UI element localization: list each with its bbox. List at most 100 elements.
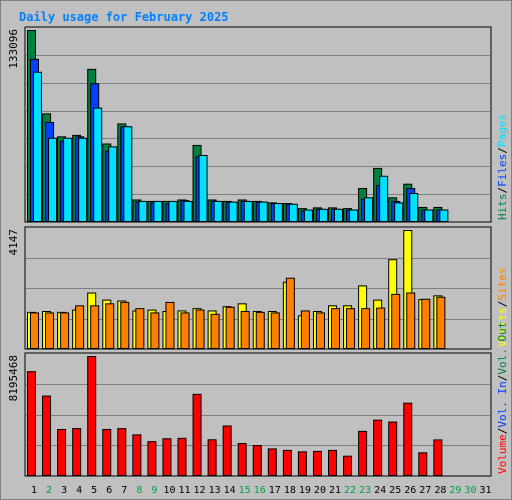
bar-pages-day-14 bbox=[228, 201, 238, 223]
x-tick-label-day-28: 28 bbox=[434, 485, 446, 496]
legend-item-vol-in: Vol. In bbox=[496, 381, 509, 427]
bar-volume-day-16 bbox=[252, 445, 262, 477]
bar-volume-day-15 bbox=[237, 443, 247, 476]
y-max-label-1: 133096 bbox=[7, 29, 20, 69]
bar-sites-day-22 bbox=[346, 308, 356, 349]
x-tick-label-day-18: 18 bbox=[284, 485, 296, 496]
bar-sites-day-6 bbox=[105, 303, 115, 350]
bar-sites-day-28 bbox=[436, 296, 446, 350]
bar-volume-day-24 bbox=[373, 419, 383, 476]
bar-volume-day-6 bbox=[102, 428, 112, 477]
bar-volume-day-17 bbox=[267, 448, 277, 477]
chart-title: Daily usage for February 2025 bbox=[19, 10, 229, 24]
legend-separator: / bbox=[496, 147, 509, 154]
bar-pages-day-11 bbox=[183, 200, 193, 223]
bar-pages-day-4 bbox=[78, 137, 88, 222]
bar-volume-day-13 bbox=[207, 439, 217, 477]
bar-sites-day-14 bbox=[225, 306, 235, 350]
legend-item-files: Files bbox=[496, 154, 509, 187]
legend-item-volume: Volume bbox=[496, 434, 509, 474]
bar-pages-day-28 bbox=[439, 209, 449, 222]
x-tick-label-day-31: 31 bbox=[479, 485, 491, 496]
bar-sites-day-25 bbox=[391, 293, 401, 350]
legend-item-sites: Sites bbox=[496, 268, 509, 301]
bar-sites-day-10 bbox=[165, 301, 175, 349]
bar-sites-day-19 bbox=[300, 310, 310, 349]
bar-volume-day-5 bbox=[87, 356, 97, 476]
x-tick-label-day-1: 1 bbox=[31, 485, 37, 496]
legend-separator: / bbox=[496, 187, 509, 194]
bar-pages-day-26 bbox=[409, 193, 419, 222]
bar-volume-day-22 bbox=[343, 455, 353, 477]
bar-pages-day-1 bbox=[33, 71, 42, 222]
x-tick-label-day-21: 21 bbox=[329, 485, 341, 496]
bar-pages-day-23 bbox=[364, 197, 374, 223]
bar-volume-day-21 bbox=[328, 449, 337, 476]
bar-volume-day-10 bbox=[162, 438, 172, 477]
bar-sites-day-15 bbox=[240, 311, 250, 349]
x-tick-label-day-29: 29 bbox=[449, 485, 461, 496]
bar-pages-day-15 bbox=[243, 200, 253, 223]
legend-2: Visits/Sites bbox=[496, 268, 509, 348]
legend-item-vol-out: Vol. Out bbox=[496, 322, 509, 375]
legend-1: Hits/Files/Pages bbox=[496, 114, 509, 220]
bar-pages-day-25 bbox=[394, 202, 404, 223]
y-max-label-3: 8195468 bbox=[7, 355, 20, 401]
x-tick-label-day-10: 10 bbox=[163, 485, 175, 496]
x-tick-label-day-23: 23 bbox=[359, 485, 371, 496]
bar-volume-day-2 bbox=[42, 395, 52, 477]
bar-sites-day-9 bbox=[150, 312, 160, 350]
bar-pages-day-6 bbox=[108, 146, 118, 222]
bar-sites-day-5 bbox=[90, 305, 100, 349]
x-tick-label-day-8: 8 bbox=[136, 485, 142, 496]
bar-volume-day-26 bbox=[403, 402, 413, 476]
x-tick-label-day-16: 16 bbox=[254, 485, 266, 496]
bar-sites-day-3 bbox=[60, 312, 70, 350]
bar-pages-day-9 bbox=[153, 200, 163, 223]
bar-pages-day-10 bbox=[168, 200, 178, 223]
x-tick-label-day-12: 12 bbox=[194, 485, 206, 496]
bar-sites-day-24 bbox=[376, 307, 386, 349]
bar-pages-day-20 bbox=[318, 208, 328, 222]
legend-item-hits: Hits bbox=[496, 194, 509, 221]
bar-volume-day-20 bbox=[312, 450, 322, 476]
bar-volume-day-27 bbox=[418, 452, 428, 476]
bar-volume-day-23 bbox=[358, 430, 368, 476]
bar-sites-day-26 bbox=[406, 292, 416, 349]
bar-sites-day-1 bbox=[30, 312, 39, 350]
bar-pages-day-18 bbox=[288, 203, 298, 222]
bar-pages-day-8 bbox=[138, 200, 148, 223]
x-tick-label-day-13: 13 bbox=[209, 485, 221, 496]
x-tick-label-day-24: 24 bbox=[374, 485, 386, 496]
bar-volume-day-28 bbox=[433, 439, 443, 476]
bar-pages-day-24 bbox=[379, 175, 389, 223]
bar-volume-day-19 bbox=[297, 451, 307, 476]
bar-pages-day-21 bbox=[334, 208, 343, 222]
bar-volume-day-12 bbox=[192, 393, 202, 476]
bar-volume-day-18 bbox=[282, 449, 292, 476]
x-tick-label-day-14: 14 bbox=[224, 485, 236, 496]
bar-sites-day-11 bbox=[180, 312, 190, 350]
x-tick-label-day-2: 2 bbox=[46, 485, 52, 496]
bar-sites-day-20 bbox=[315, 312, 325, 350]
bar-sites-day-27 bbox=[421, 298, 431, 349]
x-tick-label-day-11: 11 bbox=[178, 485, 190, 496]
bar-volume-day-4 bbox=[72, 428, 82, 477]
x-tick-label-day-19: 19 bbox=[299, 485, 311, 496]
x-tick-label-day-26: 26 bbox=[404, 485, 416, 496]
x-tick-label-day-20: 20 bbox=[314, 485, 326, 496]
x-tick-label-day-9: 9 bbox=[151, 485, 157, 496]
x-tick-label-day-3: 3 bbox=[61, 485, 67, 496]
bar-pages-day-12 bbox=[198, 154, 208, 223]
bar-volume-day-8 bbox=[132, 434, 142, 476]
bar-pages-day-13 bbox=[213, 200, 223, 223]
legend-separator: / bbox=[496, 375, 509, 382]
x-tick-label-day-27: 27 bbox=[419, 485, 431, 496]
bar-sites-day-7 bbox=[120, 301, 130, 349]
bar-volume-day-14 bbox=[222, 425, 232, 477]
y-max-label-2: 4147 bbox=[7, 229, 20, 256]
bar-sites-day-17 bbox=[270, 312, 280, 350]
bar-pages-day-7 bbox=[123, 126, 133, 222]
legend-item-visits: Visits bbox=[496, 307, 509, 347]
bar-sites-day-2 bbox=[45, 312, 55, 350]
